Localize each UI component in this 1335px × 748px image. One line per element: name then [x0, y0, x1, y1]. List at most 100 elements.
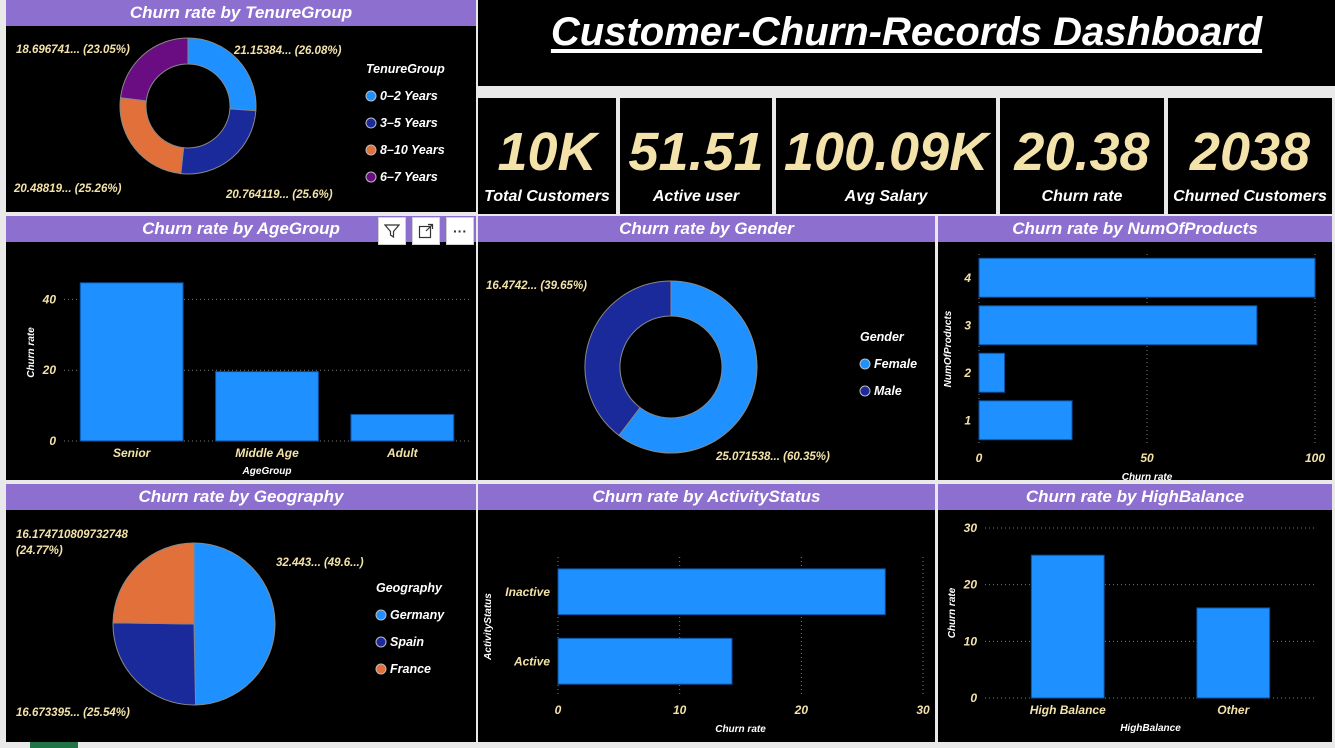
- kpi-label: Churned Customers: [1173, 188, 1327, 205]
- slice-male: [584, 280, 672, 437]
- panel-activity-status[interactable]: Churn rate by ActivityStatus 0 10 20 30 Inac…: [478, 484, 935, 742]
- data-label: 16.174710809732748: [16, 529, 129, 541]
- legend-marker: [365, 90, 377, 102]
- x-tick-label: 0: [555, 703, 562, 717]
- y-tick-label: Inactive: [505, 585, 550, 599]
- geography-pie-chart[interactable]: 32.443... (49.6...) 16.673395... (25.54%)…: [6, 484, 476, 742]
- x-tick-label: Other: [1217, 703, 1250, 717]
- slice-germany: [193, 542, 276, 706]
- dashboard-title-banner: Customer-Churn-Records Dashboard: [478, 0, 1335, 86]
- panel-tenure-group[interactable]: Churn rate by TenureGroup 21.15384... (2…: [6, 0, 476, 212]
- focus-mode-button[interactable]: [412, 217, 440, 245]
- x-tick-label: 100: [1305, 451, 1325, 465]
- y-axis-title: NumOfProducts: [943, 310, 954, 387]
- x-axis-title: Churn rate: [1122, 472, 1173, 480]
- y-tick-label: Active: [513, 654, 550, 668]
- panel-age-group[interactable]: Churn rate by AgeGroup 0 20 40 Senior Middle…: [6, 216, 476, 480]
- y-tick-label: 0: [49, 434, 56, 448]
- y-tick-label: 20: [963, 578, 978, 592]
- x-axis-title: AgeGroup: [242, 466, 292, 477]
- slice-spain: [112, 622, 197, 706]
- x-axis-title: Churn rate: [715, 724, 766, 735]
- bar-2: [978, 352, 1006, 393]
- kpi-label: Avg Salary: [844, 188, 928, 205]
- products-bar-chart[interactable]: 0 50 100 4 3 2 1 Churn rate NumOfProducts: [938, 216, 1332, 480]
- x-tick-label: Senior: [113, 446, 152, 460]
- x-tick-label: High Balance: [1030, 703, 1106, 717]
- panel-num-of-products[interactable]: Churn rate by NumOfProducts 0 50 100 4 3 2 1 Ch…: [938, 216, 1332, 480]
- legend-title: TenureGroup: [366, 62, 445, 76]
- highbalance-bar-chart[interactable]: 0 10 20 30 High Balance Other HighBalance Churn…: [938, 484, 1332, 742]
- data-label: 20.764119... (25.6%): [225, 189, 333, 201]
- x-tick-label: 10: [673, 703, 687, 717]
- gender-donut-chart[interactable]: 25.071538... (60.35%) 16.4742... (39.65%)…: [478, 216, 935, 480]
- y-tick-label: 10: [964, 634, 978, 648]
- panel-high-balance[interactable]: Churn rate by HighBalance 0 10 20 30 High Ba…: [938, 484, 1332, 742]
- kpi-label: Churn rate: [1041, 188, 1123, 205]
- y-tick-label: 40: [42, 292, 57, 306]
- legend-title: Geography: [376, 581, 443, 595]
- legend-marker: [365, 117, 377, 129]
- chart-title: Churn rate by HighBalance: [938, 484, 1332, 510]
- kpi-active-user[interactable]: 51.51 Active user: [620, 98, 772, 214]
- bar-3: [978, 305, 1258, 346]
- bar-1: [978, 400, 1073, 441]
- y-tick-label: 4: [963, 271, 971, 285]
- y-axis-title: Churn rate: [26, 327, 37, 378]
- slice-3-5-years: [180, 108, 257, 175]
- bar-senior: [79, 282, 184, 442]
- legend-label: Male: [874, 384, 902, 398]
- chart-title: Churn rate by Gender: [478, 216, 935, 242]
- legend-marker: [859, 385, 871, 397]
- y-tick-label: 30: [964, 521, 978, 535]
- data-label: (24.77%): [16, 545, 63, 557]
- y-axis-title: ActivityStatus: [483, 593, 494, 661]
- dashboard-title: Customer-Churn-Records Dashboard: [550, 10, 1263, 54]
- data-label: 16.4742... (39.65%): [486, 280, 587, 292]
- legend-marker: [859, 358, 871, 370]
- slice-female: [618, 280, 758, 454]
- data-label: 32.443... (49.6...): [276, 557, 364, 569]
- y-tick-label: 1: [964, 413, 971, 427]
- bar-inactive: [557, 568, 886, 616]
- kpi-churned-customers[interactable]: 2038 Churned Customers: [1168, 98, 1332, 214]
- legend-marker: [365, 171, 377, 183]
- x-tick-label: 20: [794, 703, 809, 717]
- slice-8-10-years: [119, 97, 185, 175]
- legend-label: 0–2 Years: [380, 89, 438, 103]
- kpi-churn-rate[interactable]: 20.38 Churn rate: [1000, 98, 1164, 214]
- legend-label: Germany: [390, 608, 445, 622]
- chart-title: Churn rate by NumOfProducts: [938, 216, 1332, 242]
- y-tick-label: 0: [970, 691, 977, 705]
- more-options-button[interactable]: ···: [446, 217, 474, 245]
- x-tick-label: Middle Age: [235, 446, 299, 460]
- data-label: 16.673395... (25.54%): [16, 707, 130, 719]
- legend-marker: [375, 609, 387, 621]
- tenure-donut-chart[interactable]: 21.15384... (26.08%) 20.764119... (25.6%)…: [6, 0, 476, 212]
- panel-gender[interactable]: Churn rate by Gender 25.071538... (60.35…: [478, 216, 935, 480]
- kpi-value: 2038: [1189, 122, 1311, 182]
- legend-title: Gender: [860, 330, 905, 344]
- data-label: 18.696741... (23.05%): [16, 44, 130, 56]
- expand-icon: [418, 223, 434, 239]
- data-label: 20.48819... (25.26%): [13, 183, 122, 195]
- bar-middle-age: [215, 371, 319, 442]
- bar-active: [557, 637, 733, 685]
- kpi-avg-salary[interactable]: 100.09K Avg Salary: [776, 98, 996, 214]
- x-tick-label: 30: [916, 703, 930, 717]
- data-label: 21.15384... (26.08%): [233, 45, 342, 57]
- kpi-total-customers[interactable]: 10K Total Customers: [478, 98, 616, 214]
- y-tick-label: 3: [964, 318, 971, 332]
- kpi-value: 20.38: [1014, 122, 1150, 182]
- filter-button[interactable]: [378, 217, 406, 245]
- page-tab-indicator[interactable]: [30, 742, 78, 748]
- activity-bar-chart[interactable]: 0 10 20 30 Inactive Active Churn rate ActivityS…: [478, 484, 935, 742]
- bar-4: [978, 257, 1316, 298]
- x-tick-label: Adult: [386, 446, 419, 460]
- y-tick-label: 2: [963, 366, 971, 380]
- chart-title: Churn rate by Geography: [6, 484, 476, 510]
- kpi-value: 100.09K: [783, 122, 989, 182]
- panel-geography[interactable]: Churn rate by Geography 32.443... (49.6.…: [6, 484, 476, 742]
- legend-label: 3–5 Years: [380, 116, 438, 130]
